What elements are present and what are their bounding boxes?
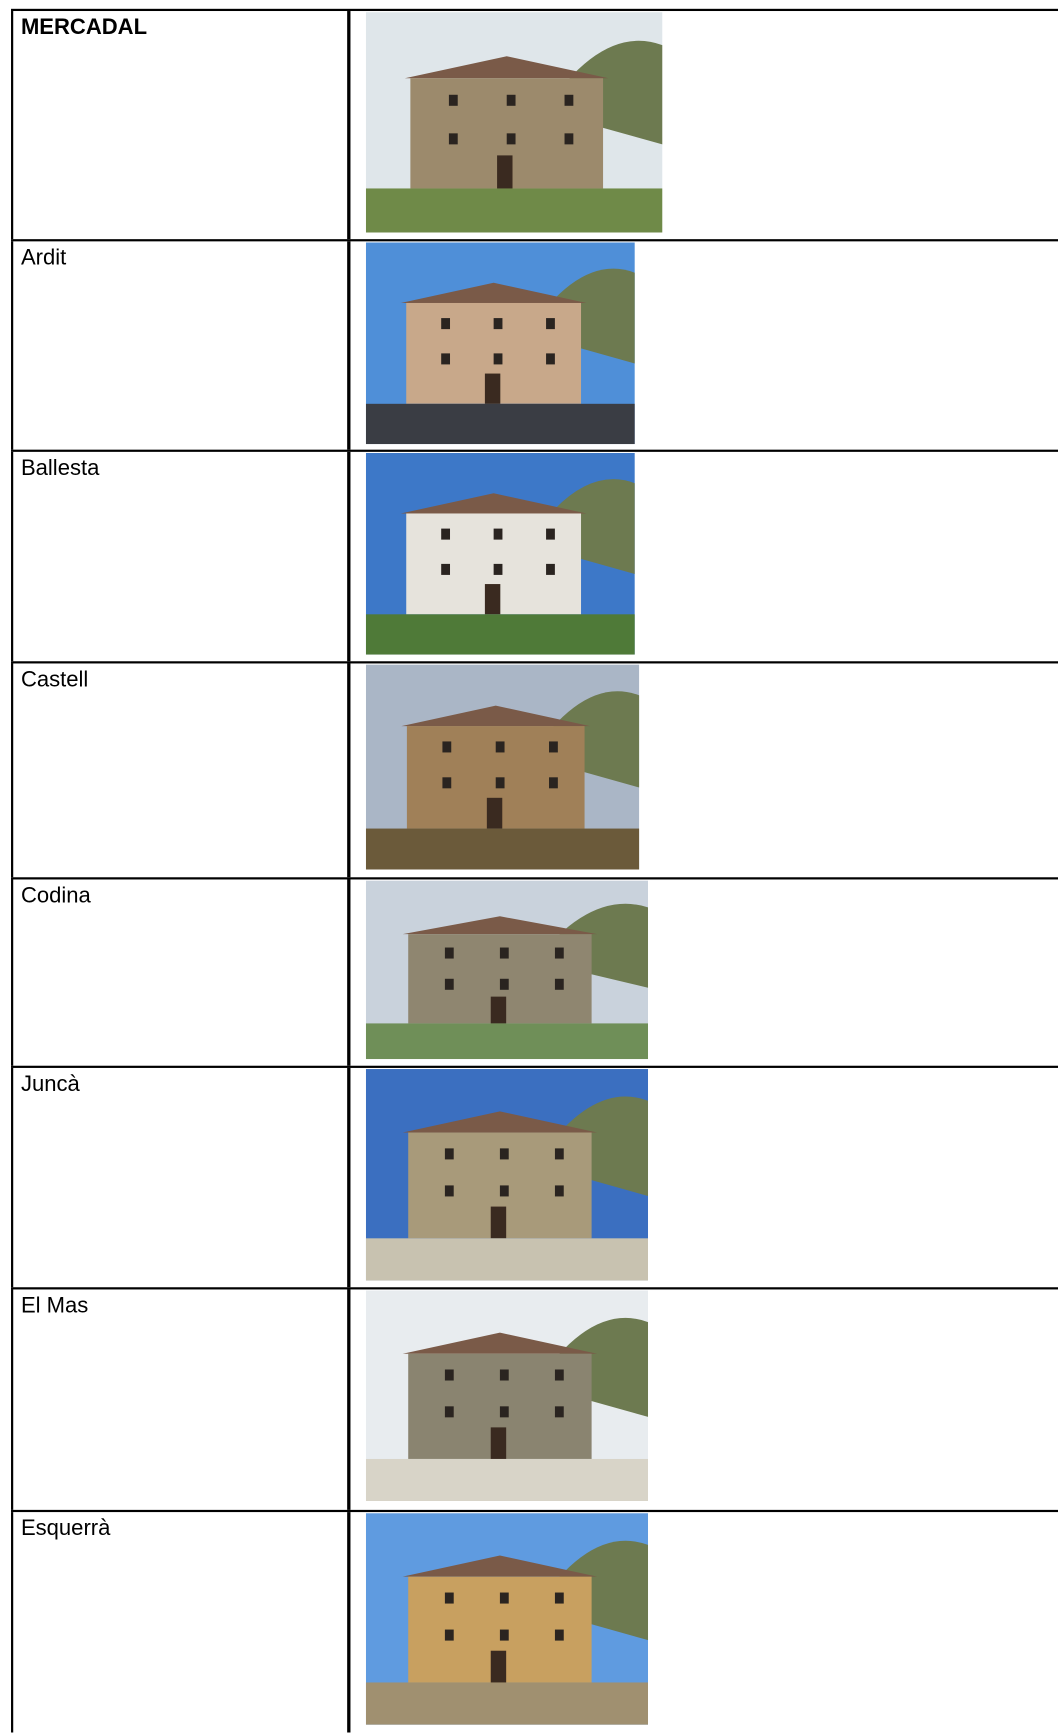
window: [441, 318, 451, 330]
window: [444, 1185, 454, 1197]
row-label: MERCADAL: [11, 11, 351, 240]
window: [506, 133, 516, 145]
window: [444, 978, 454, 990]
window: [554, 1185, 564, 1197]
photo: [365, 880, 649, 1060]
row-label: Ardit: [11, 241, 351, 450]
photo: [365, 1069, 649, 1281]
photo: [365, 242, 635, 445]
window: [493, 563, 503, 575]
window: [554, 1406, 564, 1418]
row-label: Esquerrà: [11, 1512, 351, 1733]
photo: [365, 12, 663, 233]
door: [490, 996, 507, 1024]
window: [444, 947, 454, 959]
roof: [402, 1555, 598, 1577]
window: [495, 777, 505, 789]
window: [546, 528, 555, 540]
window: [499, 1629, 509, 1641]
roof: [400, 282, 587, 303]
photo: [365, 452, 635, 655]
table-row: El Mas: [11, 1287, 1058, 1510]
table-row: Juncà: [11, 1065, 1058, 1288]
table-row: Ardit: [11, 239, 1058, 450]
window: [554, 1148, 564, 1160]
window: [441, 528, 451, 540]
table-row: Esquerrà: [11, 1509, 1058, 1733]
row-label: Codina: [11, 879, 351, 1066]
window: [564, 94, 574, 106]
door: [484, 373, 501, 404]
roof: [401, 705, 591, 727]
row-label: Ballesta: [11, 451, 351, 662]
window: [448, 133, 458, 145]
window: [554, 1629, 564, 1641]
row-label: El Mas: [11, 1289, 351, 1510]
ground: [365, 1023, 649, 1060]
photo: [365, 1513, 649, 1725]
window: [506, 94, 516, 106]
row-label: Juncà: [11, 1067, 351, 1288]
door: [497, 155, 513, 189]
window: [546, 353, 555, 365]
window: [499, 1185, 509, 1197]
window: [444, 1629, 454, 1641]
window: [554, 978, 564, 990]
window: [493, 353, 503, 365]
window: [546, 318, 555, 330]
window: [444, 1148, 454, 1160]
roof: [402, 1332, 598, 1354]
window: [442, 741, 452, 753]
row-label: Castell: [11, 663, 351, 878]
ground: [365, 403, 635, 445]
ground: [365, 188, 663, 233]
window: [493, 318, 503, 330]
door: [490, 1206, 507, 1239]
door: [490, 1427, 507, 1459]
window: [448, 94, 458, 106]
window: [444, 1406, 454, 1418]
photo: [365, 1290, 649, 1502]
ground: [365, 1238, 649, 1281]
window: [549, 777, 558, 789]
window: [499, 1369, 509, 1381]
window: [495, 741, 505, 753]
roof: [400, 493, 587, 514]
door: [484, 584, 501, 615]
table-row: Codina: [11, 877, 1058, 1066]
window: [499, 1592, 509, 1604]
window: [499, 1406, 509, 1418]
roof: [402, 916, 598, 935]
ground: [365, 828, 640, 870]
window: [441, 563, 451, 575]
window: [554, 947, 564, 959]
window: [546, 563, 555, 575]
window: [444, 1369, 454, 1381]
window: [554, 1369, 564, 1381]
table-row: MERCADAL: [11, 8, 1058, 240]
roof: [404, 56, 609, 79]
window: [554, 1592, 564, 1604]
photo: [365, 664, 640, 870]
window: [493, 528, 503, 540]
door: [486, 797, 503, 829]
table-row: Castell: [11, 661, 1058, 878]
ground: [365, 614, 635, 655]
roof: [402, 1111, 598, 1133]
window: [499, 947, 509, 959]
ground: [365, 1458, 649, 1502]
window: [499, 978, 509, 990]
door: [490, 1650, 507, 1683]
window: [442, 777, 452, 789]
ground: [365, 1682, 649, 1725]
window: [549, 741, 558, 753]
window: [441, 353, 451, 365]
table-row: Ballesta: [11, 449, 1058, 662]
window: [499, 1148, 509, 1160]
window: [564, 133, 574, 145]
window: [444, 1592, 454, 1604]
